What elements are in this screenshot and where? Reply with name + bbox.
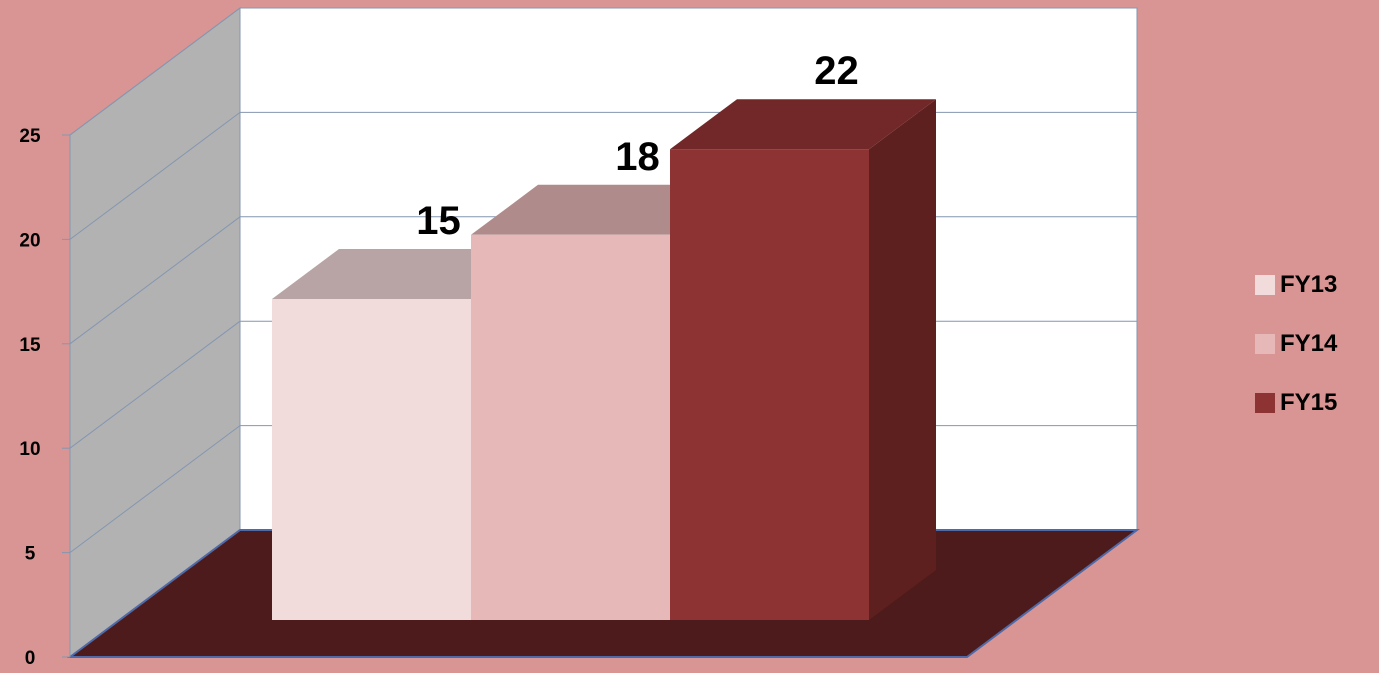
data-label: 22 <box>814 49 859 93</box>
legend: FY13 FY14 FY15 <box>1255 270 1337 447</box>
legend-swatch <box>1255 275 1275 295</box>
y-axis-ticks: 0 5 10 15 20 25 <box>19 126 71 669</box>
gridline <box>69 425 241 554</box>
bar-top <box>670 99 936 150</box>
data-label: 15 <box>416 199 461 243</box>
gridline <box>69 7 241 136</box>
gridline <box>69 111 241 240</box>
y-tick-label: 5 <box>25 544 36 565</box>
legend-item-fy13: FY13 <box>1255 270 1337 300</box>
bar-front <box>471 234 670 621</box>
y-tick-label: 20 <box>19 230 40 251</box>
y-tick-label: 10 <box>19 439 40 460</box>
legend-label: FY13 <box>1280 271 1338 298</box>
bar-fy15 <box>670 99 936 620</box>
gridline <box>69 320 241 449</box>
y-tick-label: 15 <box>19 335 41 356</box>
data-labels: 15 18 22 <box>416 49 859 243</box>
legend-swatch <box>1255 393 1275 413</box>
y-tick-label: 0 <box>25 648 36 669</box>
bar-side <box>869 99 936 620</box>
bar-front <box>272 299 471 620</box>
legend-label: FY14 <box>1280 330 1338 357</box>
data-label: 18 <box>615 135 660 179</box>
bars <box>272 99 936 621</box>
y-tick-label: 25 <box>19 126 41 147</box>
legend-label: FY15 <box>1280 389 1338 416</box>
legend-item-fy14: FY14 <box>1255 329 1337 359</box>
legend-item-fy15: FY15 <box>1255 388 1337 418</box>
gridline <box>69 216 241 345</box>
bar-front <box>670 149 869 620</box>
legend-swatch <box>1255 334 1275 354</box>
